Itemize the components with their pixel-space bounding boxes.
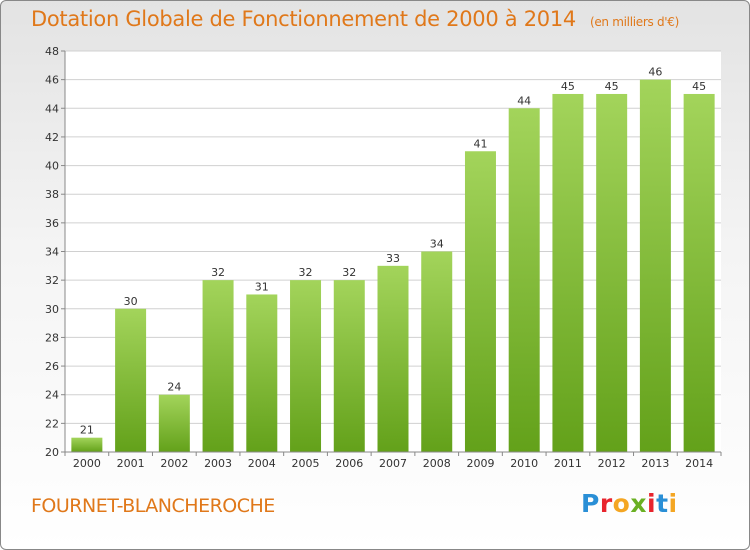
bar-value-label: 32 — [211, 266, 225, 279]
y-tick-label: 24 — [45, 389, 59, 402]
x-tick-label: 2000 — [73, 457, 101, 470]
y-tick-label: 40 — [45, 160, 59, 173]
x-tick-label: 2007 — [379, 457, 407, 470]
bar[interactable] — [158, 394, 190, 452]
y-tick-label: 46 — [45, 74, 59, 87]
y-tick-label: 34 — [45, 246, 59, 259]
bar-value-label: 45 — [561, 80, 575, 93]
y-tick-label: 44 — [45, 102, 59, 115]
proxiti-logo[interactable]: Proxiti — [581, 489, 678, 518]
bar[interactable] — [290, 280, 322, 452]
x-tick-label: 2001 — [117, 457, 145, 470]
x-tick-label: 2010 — [510, 457, 538, 470]
x-tick-label: 2005 — [292, 457, 320, 470]
bar[interactable] — [552, 93, 584, 452]
chart-title: Dotation Globale de Fonctionnement de 20… — [31, 7, 679, 31]
x-tick-label: 2004 — [248, 457, 276, 470]
x-tick-label: 2013 — [641, 457, 669, 470]
bar-value-label: 31 — [255, 280, 269, 293]
bar-value-label: 46 — [648, 66, 662, 79]
bar-value-label: 34 — [430, 238, 444, 251]
bar-value-label: 45 — [605, 80, 619, 93]
bar[interactable] — [115, 308, 147, 452]
x-tick-label: 2006 — [335, 457, 363, 470]
bar-value-label: 24 — [167, 381, 181, 394]
bar-value-label: 32 — [342, 266, 356, 279]
bar-value-label: 41 — [473, 137, 487, 150]
chart-unit: (en milliers d'€) — [589, 15, 679, 29]
bar[interactable] — [202, 280, 234, 452]
y-tick-label: 28 — [45, 331, 59, 344]
y-tick-label: 38 — [45, 188, 59, 201]
bar-value-label: 32 — [299, 266, 313, 279]
x-tick-label: 2003 — [204, 457, 232, 470]
bar[interactable] — [333, 280, 365, 452]
y-tick-label: 20 — [45, 446, 59, 459]
bar[interactable] — [71, 437, 103, 452]
y-tick-label: 26 — [45, 360, 59, 373]
y-tick-label: 22 — [45, 417, 59, 430]
x-tick-label: 2009 — [466, 457, 494, 470]
bar[interactable] — [508, 108, 540, 453]
bar-value-label: 33 — [386, 252, 400, 265]
x-tick-label: 2002 — [160, 457, 188, 470]
y-tick-label: 36 — [45, 217, 59, 230]
bar[interactable] — [639, 79, 671, 453]
x-tick-label: 2012 — [598, 457, 626, 470]
x-tick-label: 2008 — [423, 457, 451, 470]
y-tick-label: 30 — [45, 303, 59, 316]
bar[interactable] — [421, 251, 453, 453]
y-tick-label: 42 — [45, 131, 59, 144]
bar-value-label: 21 — [80, 424, 94, 437]
x-tick-label: 2011 — [554, 457, 582, 470]
commune-name: FOURNET-BLANCHEROCHE — [31, 495, 275, 517]
chart-title-text: Dotation Globale de Fonctionnement de 20… — [31, 7, 576, 31]
y-tick-label: 48 — [45, 45, 59, 58]
bars: 21 30 24 32 31 32 32 33 34 41 44 45 45 46 45 — [71, 66, 715, 453]
bar[interactable] — [246, 294, 278, 452]
bar-value-label: 30 — [124, 295, 138, 308]
axes: 20 22 24 26 28 30 32 34 36 38 40 42 44 46 48 2000 2001 20… — [45, 45, 722, 470]
bar-value-label: 45 — [692, 80, 706, 93]
bar[interactable] — [377, 265, 409, 452]
bar[interactable] — [464, 151, 496, 452]
x-tick-label: 2014 — [685, 457, 713, 470]
bar[interactable] — [683, 93, 715, 452]
bar[interactable] — [596, 93, 628, 452]
y-tick-label: 32 — [45, 274, 59, 287]
bar-value-label: 44 — [517, 94, 531, 107]
